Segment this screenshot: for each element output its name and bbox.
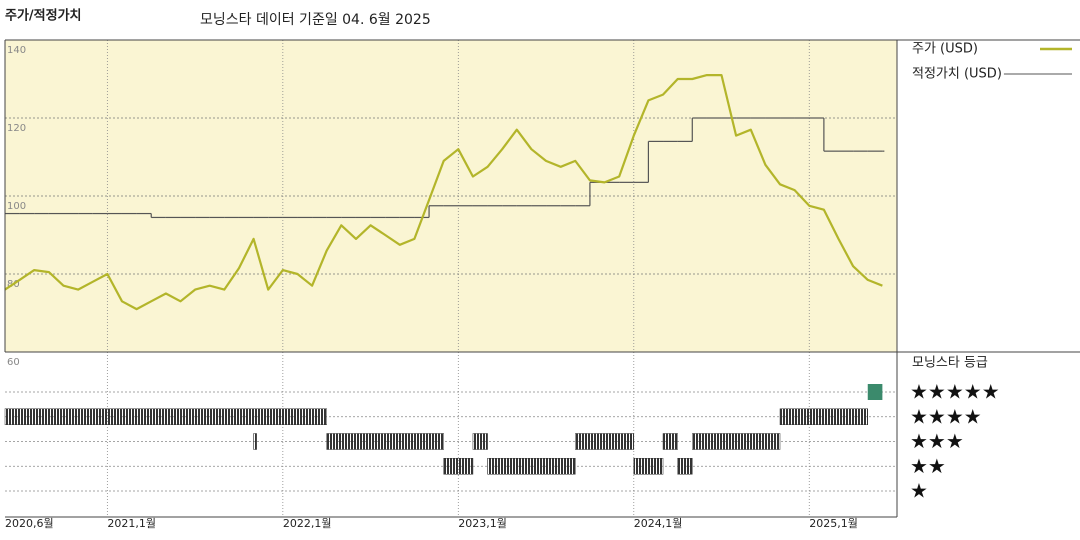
rating-bar — [677, 458, 693, 475]
rating-bar — [4, 408, 254, 425]
y-tick-label: 100 — [7, 201, 26, 212]
rating-bar — [487, 458, 576, 475]
rating-bar — [472, 433, 488, 450]
rating-label: ★★★ — [910, 429, 964, 453]
x-tick-label: 2020,6월 — [5, 517, 54, 530]
rating-label: ★★★★ — [910, 404, 982, 428]
x-tick-label: 2022,1월 — [283, 517, 332, 530]
legend-label: 주가 (USD) — [912, 42, 978, 57]
y-tick-label: 140 — [7, 45, 26, 56]
rating-bar — [662, 433, 678, 450]
legend-label: 적정가치 (USD) — [912, 67, 1002, 82]
rating-bar — [633, 458, 664, 475]
chart-title: 주가/적정가치 — [5, 8, 82, 24]
y-tick-label: 120 — [7, 123, 26, 134]
chart-subtitle: 모닝스타 데이터 기준일 04. 6월 2025 — [200, 12, 431, 28]
x-tick-label: 2021,1월 — [107, 517, 156, 530]
rating-bar — [575, 433, 635, 450]
x-tick-label: 2024,1월 — [634, 517, 683, 530]
x-tick-label: 2025,1월 — [809, 517, 858, 530]
x-tick-label: 2023,1월 — [458, 517, 507, 530]
rating-label: ★★ — [910, 454, 946, 478]
rating-bar — [867, 384, 883, 400]
rating-bar — [253, 408, 327, 425]
rating-bar — [443, 458, 474, 475]
rating-bar — [692, 433, 781, 450]
price-line — [4, 74, 883, 311]
rating-bar — [326, 433, 444, 450]
rating-title: 모닝스타 등급 — [912, 356, 988, 371]
rating-label: ★★★★★ — [910, 380, 1000, 404]
rating-label: ★ — [910, 479, 928, 503]
rating-bar — [253, 433, 257, 450]
y-tick-label: 60 — [7, 357, 20, 368]
rating-bar — [779, 408, 869, 425]
